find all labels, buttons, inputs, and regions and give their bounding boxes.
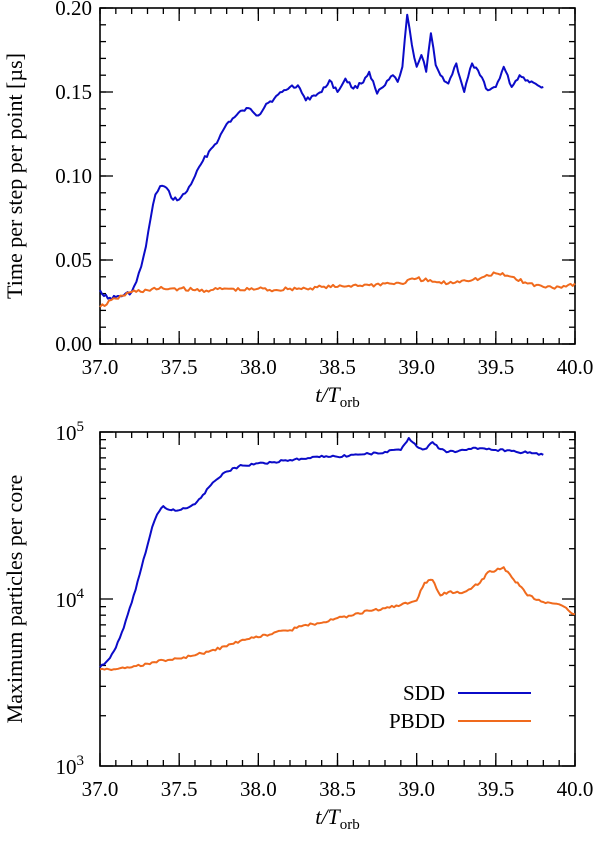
series-line-pbdd — [99, 271, 576, 308]
plot-frame — [99, 7, 576, 345]
y-tick-label: 0.15 — [55, 80, 92, 104]
y-tick-label: 104 — [56, 586, 85, 612]
x-tick-label: 38.5 — [319, 777, 356, 801]
x-tick-label: 37.5 — [161, 355, 198, 379]
series-line-pbdd — [99, 566, 576, 671]
x-tick-label: 38.5 — [319, 355, 356, 379]
series-lines — [99, 13, 576, 308]
x-axis-label-main: t/T — [315, 382, 341, 407]
x-axis-label-main: t/T — [315, 804, 341, 829]
y-tick-label: 0.20 — [55, 0, 92, 20]
y-tick-label: 0.10 — [55, 164, 92, 188]
legend-label-sdd: SDD — [403, 681, 445, 705]
x-tick-label: 39.0 — [398, 777, 435, 801]
x-axis-label: t/Torb — [315, 804, 359, 833]
plot-frame — [99, 431, 576, 767]
tick-marks — [99, 431, 576, 767]
tick-marks — [99, 7, 576, 345]
y-tick-label: 103 — [56, 753, 85, 779]
tick-labels: 37.0 37.5 38.0 38.5 39.0 39.5 40.0 103 104 105 — [56, 419, 594, 801]
x-tick-label: 38.0 — [240, 777, 277, 801]
time-per-step-chart: 37.0 37.5 38.0 38.5 39.0 39.5 40.0 0.00 0.05 0.10… — [2, 0, 593, 411]
x-tick-label: 40.0 — [557, 777, 594, 801]
series-lines — [99, 437, 576, 671]
legend-label-pbdd: PBDD — [389, 709, 445, 733]
tick-labels: 37.0 37.5 38.0 38.5 39.0 39.5 40.0 0.00 0.05 0.10… — [55, 0, 593, 379]
x-tick-label: 37.0 — [82, 355, 119, 379]
x-tick-label: 39.5 — [477, 777, 514, 801]
series-line-sdd — [99, 13, 544, 301]
x-axis-label-sub: orb — [340, 395, 360, 411]
y-tick-label: 105 — [56, 419, 85, 445]
x-axis-label: t/Torb — [315, 382, 359, 411]
legend: SDD PBDD — [389, 681, 531, 733]
x-tick-label: 40.0 — [557, 355, 594, 379]
x-tick-label: 39.5 — [477, 355, 514, 379]
series-line-sdd — [99, 437, 544, 668]
y-tick-label: 0.00 — [55, 332, 92, 356]
x-tick-label: 37.0 — [82, 777, 119, 801]
y-tick-label: 0.05 — [55, 248, 92, 272]
x-tick-label: 37.5 — [161, 777, 198, 801]
x-tick-label: 38.0 — [240, 355, 277, 379]
max-particles-chart: 37.0 37.5 38.0 38.5 39.0 39.5 40.0 103 104 105 Ma… — [2, 419, 593, 833]
y-axis-label: Maximum particles per core — [2, 475, 27, 724]
x-axis-label-sub: orb — [340, 817, 360, 833]
x-tick-label: 39.0 — [398, 355, 435, 379]
y-axis-label: Time per step per point [µs] — [2, 53, 27, 299]
